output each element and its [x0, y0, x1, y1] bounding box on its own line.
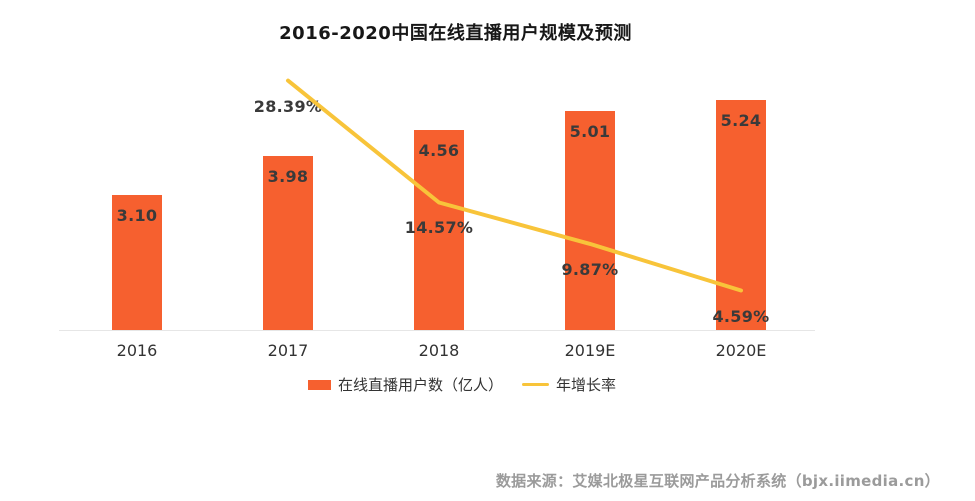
growth-rate-label: 28.39% [253, 96, 323, 116]
bar-value-label: 3.98 [267, 166, 309, 186]
x-axis-label: 2016 [116, 341, 158, 360]
x-axis-label: 2020E [715, 341, 767, 360]
bar-value-label: 3.10 [116, 205, 158, 225]
line-swatch-icon [522, 383, 550, 386]
x-axis-label: 2017 [267, 341, 309, 360]
source-note: 数据来源：艾媒北极星互联网产品分析系统（bjx.iimedia.cn） [495, 472, 940, 490]
growth-rate-label: 4.59% [712, 306, 770, 326]
bar-2020E [716, 100, 766, 331]
growth-rate-label: 14.57% [404, 218, 474, 238]
chart-title: 2016-2020中国在线直播用户规模及预测 [279, 23, 632, 44]
growth-rate-polyline [286, 78, 743, 293]
legend: 在线直播用户数（亿人） 年增长率 [308, 374, 616, 395]
legend-item-growth: 年增长率 [522, 374, 616, 395]
bar-swatch-icon [308, 379, 331, 390]
legend-label-users: 在线直播用户数（亿人） [338, 376, 504, 394]
legend-label-growth: 年增长率 [556, 376, 617, 394]
bar-2016 [112, 194, 162, 331]
bar-value-label: 5.01 [569, 121, 611, 141]
growth-rate-label: 9.87% [561, 259, 619, 279]
x-axis-line [59, 330, 815, 331]
legend-item-users: 在线直播用户数（亿人） [308, 374, 503, 395]
x-axis-label: 2018 [418, 341, 460, 360]
bar-value-label: 5.24 [720, 111, 762, 131]
bar-value-label: 4.56 [418, 141, 460, 161]
bar-2019E [565, 110, 615, 331]
x-axis-label: 2019E [564, 341, 616, 360]
